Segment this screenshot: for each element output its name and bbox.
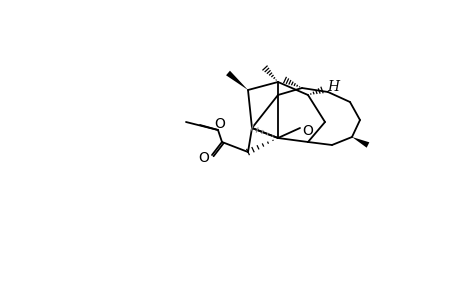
Text: O: O — [198, 151, 209, 165]
Text: O: O — [302, 124, 313, 138]
Polygon shape — [225, 71, 247, 90]
Text: H: H — [326, 80, 338, 94]
Polygon shape — [351, 137, 369, 148]
Text: O: O — [214, 117, 225, 131]
